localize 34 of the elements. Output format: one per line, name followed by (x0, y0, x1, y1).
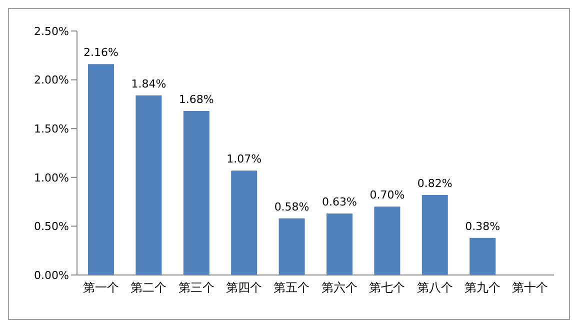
y-tick-label: 2.00% (34, 74, 69, 87)
bar (470, 238, 496, 275)
bar (422, 194, 448, 275)
data-label: 0.38% (465, 220, 500, 233)
data-label: 0.82% (417, 176, 452, 190)
y-tick-label: 0.50% (34, 220, 69, 234)
x-tick-label: 第六个 (321, 280, 358, 295)
data-label: 2.16% (84, 46, 118, 60)
x-tick-label: 第十个 (512, 280, 548, 295)
data-label: 1.07% (226, 152, 262, 166)
x-tick-label: 第八个 (416, 280, 453, 295)
y-tick-label: 0.00% (34, 268, 69, 282)
y-tick-label: 1.50% (34, 122, 69, 136)
x-tick-label: 第二个 (130, 280, 167, 295)
data-label: 1.84% (131, 77, 166, 90)
x-tick-label: 第四个 (226, 280, 262, 295)
x-tick-label: 第一个 (82, 280, 119, 295)
x-tick-label: 第九个 (464, 280, 500, 295)
data-label: 0.63% (322, 196, 357, 209)
bar (183, 111, 210, 275)
data-label: 0.70% (370, 188, 405, 202)
data-label: 0.58% (274, 200, 310, 214)
bar (326, 214, 352, 275)
x-tick-label: 第三个 (178, 280, 214, 295)
y-tick-label: 1.00% (34, 171, 69, 184)
y-tick-label: 2.50% (34, 24, 69, 38)
bar (136, 95, 162, 275)
bar (88, 64, 114, 275)
bar (278, 218, 305, 275)
bar (374, 206, 400, 275)
x-tick-label: 第七个 (369, 280, 406, 295)
bar (231, 170, 258, 275)
x-tick-label: 第五个 (274, 280, 310, 295)
data-label: 1.68% (178, 93, 214, 106)
